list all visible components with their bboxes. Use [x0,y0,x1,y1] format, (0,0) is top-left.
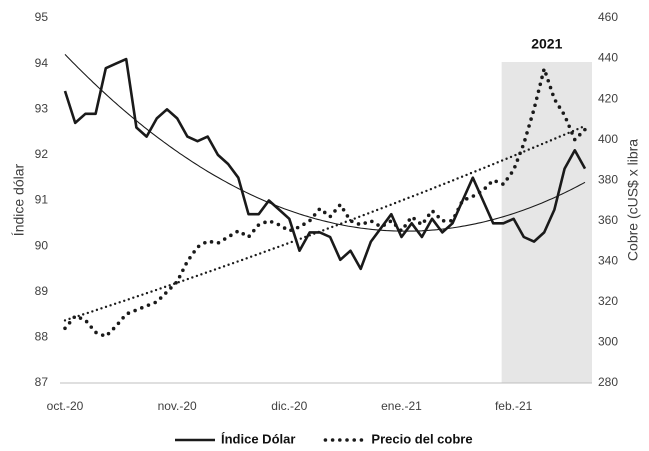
y-tick-label: 91 [35,193,49,207]
y-axis-title: Índice dólar [11,163,27,236]
y-tick-label: 92 [35,147,49,161]
legend-label: Índice Dólar [221,431,295,446]
y2-tick-label: 380 [598,172,618,186]
trendline [63,124,587,322]
y-tick-label: 88 [35,330,49,344]
x-tick-label: ene.-21 [381,399,422,413]
y2-tick-label: 300 [598,335,618,349]
legend-label: Precio del cobre [371,431,472,446]
trendline [64,54,586,232]
y-tick-label: 93 [35,101,49,115]
y-tick-label: 90 [35,238,49,252]
y2-tick-label: 440 [598,51,618,65]
highlight-label: 2021 [531,36,562,52]
y2-tick-label: 400 [598,132,618,146]
y2-tick-label: 320 [598,294,618,308]
x-tick-label: dic.-20 [271,399,307,413]
y2-tick-label: 360 [598,213,618,227]
x-tick-label: oct.-20 [47,399,84,413]
y-tick-label: 89 [35,284,49,298]
y-tick-label: 87 [35,375,49,389]
y2-tick-label: 280 [598,375,618,389]
y2-tick-label: 460 [598,10,618,24]
y2-axis-title: Cobre (cUS$ x libra [625,139,641,261]
x-tick-label: nov.-20 [158,399,197,413]
series-line [63,57,587,271]
x-tick-label: feb.-21 [495,399,533,413]
series-line [63,62,587,339]
y-tick-label: 95 [35,10,49,24]
y2-tick-label: 420 [598,91,618,105]
y2-tick-label: 340 [598,254,618,268]
y-tick-label: 94 [35,56,49,70]
